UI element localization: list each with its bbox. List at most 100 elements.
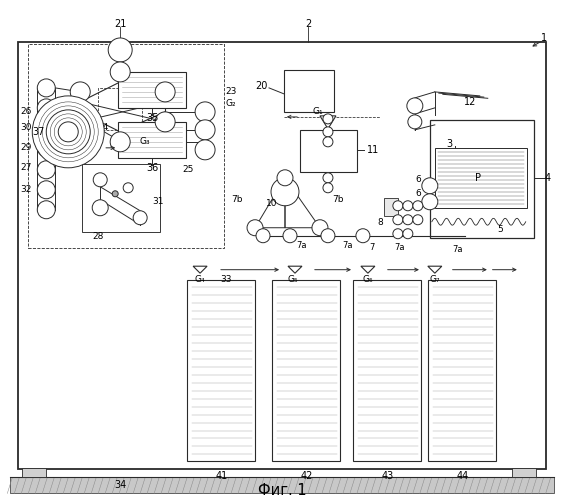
Text: 36: 36 (146, 163, 158, 173)
Text: G₄: G₄ (195, 275, 205, 284)
Circle shape (58, 122, 78, 142)
Text: 7b: 7b (231, 196, 243, 204)
Circle shape (195, 120, 215, 140)
Text: G₁: G₁ (312, 108, 323, 116)
Circle shape (155, 82, 175, 102)
Bar (300, 130, 357, 172)
Circle shape (312, 220, 328, 236)
Text: 27: 27 (21, 164, 32, 172)
Text: Фиг. 1: Фиг. 1 (258, 483, 306, 498)
Circle shape (413, 215, 423, 224)
Circle shape (37, 119, 55, 137)
Bar (384, 198, 398, 216)
Text: 6: 6 (415, 190, 421, 198)
Circle shape (403, 201, 413, 211)
Text: 28: 28 (92, 232, 104, 241)
Circle shape (70, 112, 90, 132)
Text: 21: 21 (114, 19, 126, 29)
Circle shape (70, 82, 90, 102)
Circle shape (37, 99, 55, 117)
Text: 24: 24 (98, 124, 109, 132)
Bar (98, 88, 142, 130)
Circle shape (133, 211, 147, 224)
Circle shape (323, 173, 333, 183)
Bar (82, 164, 160, 232)
Bar (353, 280, 421, 462)
Text: P: P (475, 173, 481, 183)
Text: 6: 6 (415, 176, 421, 184)
Circle shape (92, 200, 108, 216)
Text: G₃: G₃ (140, 138, 151, 146)
Circle shape (37, 161, 55, 179)
Circle shape (195, 140, 215, 160)
Text: 35: 35 (146, 113, 158, 123)
Text: 25: 25 (182, 166, 194, 174)
Bar (187, 280, 255, 462)
Text: 11: 11 (367, 145, 379, 155)
Circle shape (37, 79, 55, 97)
Text: 12: 12 (464, 97, 476, 107)
Circle shape (93, 173, 107, 187)
Text: 23: 23 (225, 88, 236, 96)
Text: 5: 5 (497, 225, 503, 234)
Text: 44: 44 (457, 472, 469, 482)
Circle shape (110, 132, 130, 152)
Bar (18, 42, 546, 470)
Text: 42: 42 (301, 472, 313, 482)
Circle shape (422, 178, 438, 194)
Circle shape (393, 228, 403, 238)
Circle shape (408, 115, 422, 129)
Text: 37: 37 (32, 127, 45, 137)
Text: G₅: G₅ (288, 275, 298, 284)
Text: 7: 7 (369, 243, 374, 252)
Text: 7a: 7a (343, 241, 353, 250)
Circle shape (37, 201, 55, 219)
Circle shape (37, 119, 55, 137)
Circle shape (123, 183, 133, 193)
Bar (512, 468, 536, 477)
Circle shape (323, 137, 333, 147)
Text: 43: 43 (382, 472, 394, 482)
Text: 33: 33 (220, 275, 232, 284)
Circle shape (271, 178, 299, 206)
Bar (28, 44, 224, 248)
Text: G₇: G₇ (430, 275, 440, 284)
Circle shape (155, 112, 175, 132)
Bar (435, 148, 527, 208)
Text: 20: 20 (255, 81, 268, 91)
Bar (428, 280, 496, 462)
Circle shape (37, 181, 55, 199)
Text: 34: 34 (114, 480, 126, 490)
Text: 41: 41 (216, 472, 228, 482)
Circle shape (283, 228, 297, 242)
Circle shape (277, 170, 293, 186)
Text: 7a: 7a (452, 245, 463, 254)
Text: 3: 3 (447, 139, 453, 149)
Text: 1: 1 (541, 33, 547, 43)
Bar (272, 280, 340, 462)
Circle shape (323, 114, 333, 124)
Circle shape (195, 102, 215, 122)
Bar (23, 468, 46, 477)
Text: 2: 2 (305, 19, 311, 29)
Circle shape (393, 215, 403, 224)
Text: 31: 31 (152, 198, 164, 206)
Bar (284, 70, 334, 112)
Circle shape (403, 215, 413, 224)
Circle shape (32, 96, 104, 168)
Circle shape (407, 98, 423, 114)
Circle shape (37, 139, 55, 157)
Text: 7a: 7a (297, 241, 307, 250)
Circle shape (256, 228, 270, 242)
Text: 4: 4 (545, 173, 551, 183)
Text: G₆: G₆ (363, 275, 373, 284)
Circle shape (403, 228, 413, 238)
Circle shape (323, 127, 333, 137)
Text: 22: 22 (77, 124, 88, 132)
Bar (430, 120, 534, 238)
Circle shape (247, 220, 263, 236)
Circle shape (46, 110, 90, 154)
Circle shape (108, 38, 132, 62)
Circle shape (393, 201, 403, 211)
Text: G₂: G₂ (225, 100, 236, 108)
